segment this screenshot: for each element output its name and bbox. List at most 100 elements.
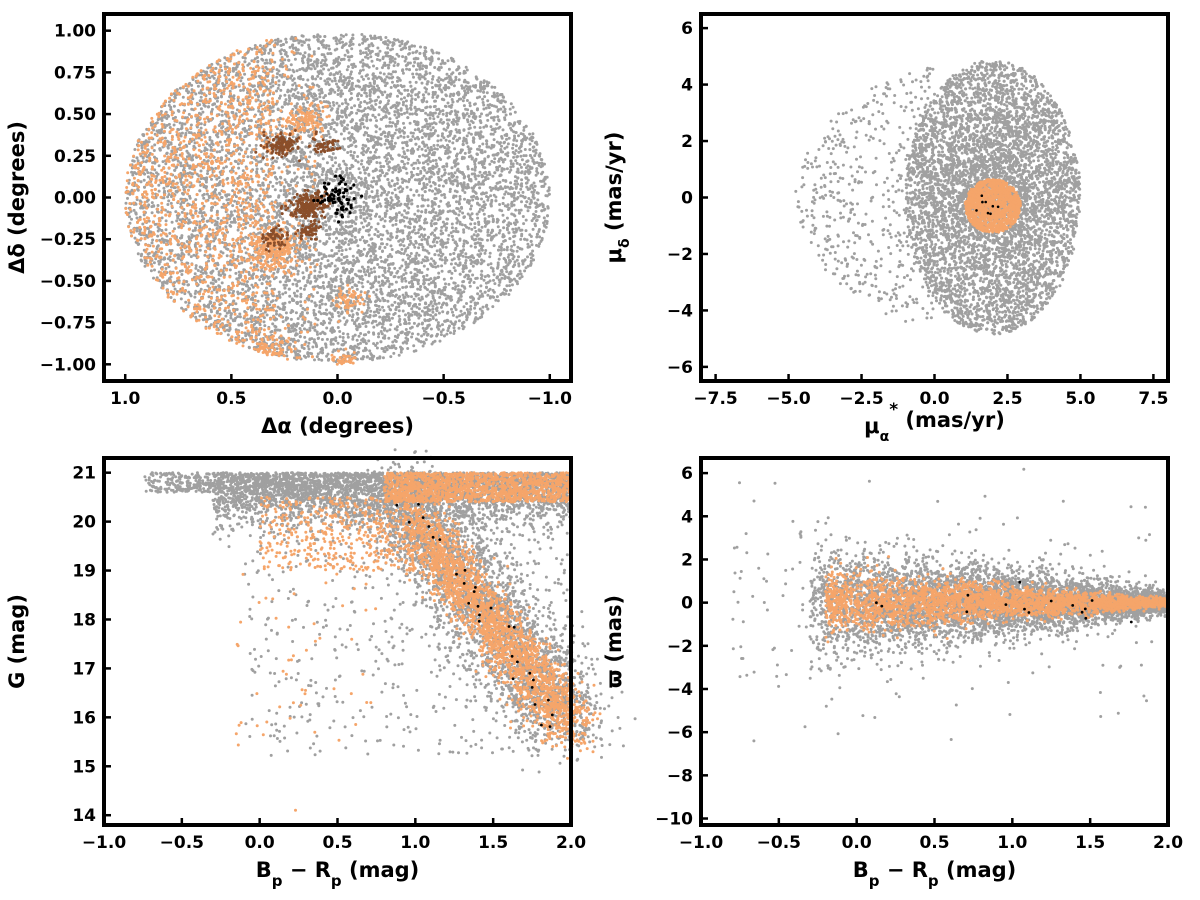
field-star-point xyxy=(314,78,317,81)
field-star-point xyxy=(440,306,443,309)
field-star-point xyxy=(506,246,509,249)
field-star-point xyxy=(414,51,417,54)
field-star-point xyxy=(459,151,462,154)
field-star-point xyxy=(443,278,446,281)
field-star-point xyxy=(345,195,348,198)
field-star-point xyxy=(412,65,415,68)
field-star-point xyxy=(359,212,362,215)
field-star-point xyxy=(162,160,165,163)
field-star-point xyxy=(167,199,170,202)
field-star-point xyxy=(432,75,435,78)
field-star-point xyxy=(438,312,441,315)
field-star-point xyxy=(459,198,462,201)
field-star-point xyxy=(428,189,431,192)
field-star-point xyxy=(453,84,456,87)
field-star-point xyxy=(412,194,415,197)
field-star-point xyxy=(232,249,235,252)
field-star-point xyxy=(438,296,441,299)
field-star-point xyxy=(248,144,251,147)
field-star-point xyxy=(299,300,302,303)
field-star-point xyxy=(279,189,282,192)
field-star-point xyxy=(347,65,350,68)
field-star-point xyxy=(285,98,288,101)
field-star-point xyxy=(285,351,288,354)
field-star-point xyxy=(384,246,387,249)
field-star-point xyxy=(427,93,430,96)
field-star-point xyxy=(512,143,515,146)
field-star-point xyxy=(241,76,244,79)
field-star-point xyxy=(456,316,459,319)
field-star-point xyxy=(332,104,335,107)
field-star-point xyxy=(407,211,410,214)
scatter-points xyxy=(124,33,551,366)
field-star-point xyxy=(346,68,349,71)
field-star-point xyxy=(394,132,397,135)
field-star-point xyxy=(454,282,457,285)
field-star-point xyxy=(316,355,319,358)
field-star-point xyxy=(430,257,433,260)
field-star-point xyxy=(466,112,469,115)
field-star-point xyxy=(379,308,382,311)
field-star-point xyxy=(285,41,288,44)
field-star-point xyxy=(491,305,494,308)
field-star-point xyxy=(341,41,344,44)
field-star-point xyxy=(316,75,319,78)
field-star-point xyxy=(357,109,360,112)
field-star-point xyxy=(401,286,404,289)
field-star-point xyxy=(520,166,523,169)
field-star-point xyxy=(421,246,424,249)
field-star-point xyxy=(428,72,431,75)
field-star-point xyxy=(261,294,264,297)
field-star-point xyxy=(190,124,193,127)
field-star-point xyxy=(473,222,476,225)
field-star-point xyxy=(374,250,377,253)
field-star-point xyxy=(296,133,299,136)
field-star-point xyxy=(300,86,303,89)
field-star-point xyxy=(331,80,334,83)
field-star-point xyxy=(297,317,300,320)
field-star-point xyxy=(153,149,156,152)
panel-sky-positions: 1.0 0.5 0.0 −0.5 −1.0−1.00−0.75−0.50−0.250.0… xyxy=(5,14,572,438)
field-star-point xyxy=(484,249,487,252)
field-star-point xyxy=(151,201,154,204)
field-star-point xyxy=(413,61,416,64)
field-star-point xyxy=(156,235,159,238)
field-star-point xyxy=(362,78,365,81)
field-star-point xyxy=(465,66,468,69)
field-star-point xyxy=(288,301,291,304)
field-star-point xyxy=(360,75,363,78)
field-star-point xyxy=(419,225,422,228)
field-star-point xyxy=(246,155,249,158)
field-star-point xyxy=(344,109,347,112)
field-star-point xyxy=(194,198,197,201)
field-star-point xyxy=(407,207,410,210)
field-star-point xyxy=(509,181,512,184)
field-star-point xyxy=(402,259,405,262)
field-star-point xyxy=(429,314,432,317)
field-star-point xyxy=(263,324,266,327)
field-star-point xyxy=(447,59,450,62)
field-star-point xyxy=(468,115,471,118)
field-star-point xyxy=(463,242,466,245)
field-star-point xyxy=(354,236,357,239)
field-star-point xyxy=(153,143,156,146)
field-star-point xyxy=(369,310,372,313)
field-star-point xyxy=(360,159,363,162)
field-star-point xyxy=(334,79,337,82)
field-star-point xyxy=(379,256,382,259)
field-star-point xyxy=(217,278,220,281)
field-star-point xyxy=(516,250,519,253)
field-star-point xyxy=(174,288,177,291)
field-star-point xyxy=(373,233,376,236)
field-star-point xyxy=(433,244,436,247)
field-star-point xyxy=(371,60,374,63)
field-star-point xyxy=(201,111,204,114)
field-star-point xyxy=(407,94,410,97)
field-star-point xyxy=(413,213,416,216)
field-star-point xyxy=(538,235,541,238)
field-star-point xyxy=(158,164,161,167)
field-star-point xyxy=(221,281,224,284)
field-star-point xyxy=(278,291,281,294)
field-star-point xyxy=(237,167,240,170)
field-star-point xyxy=(141,223,144,226)
